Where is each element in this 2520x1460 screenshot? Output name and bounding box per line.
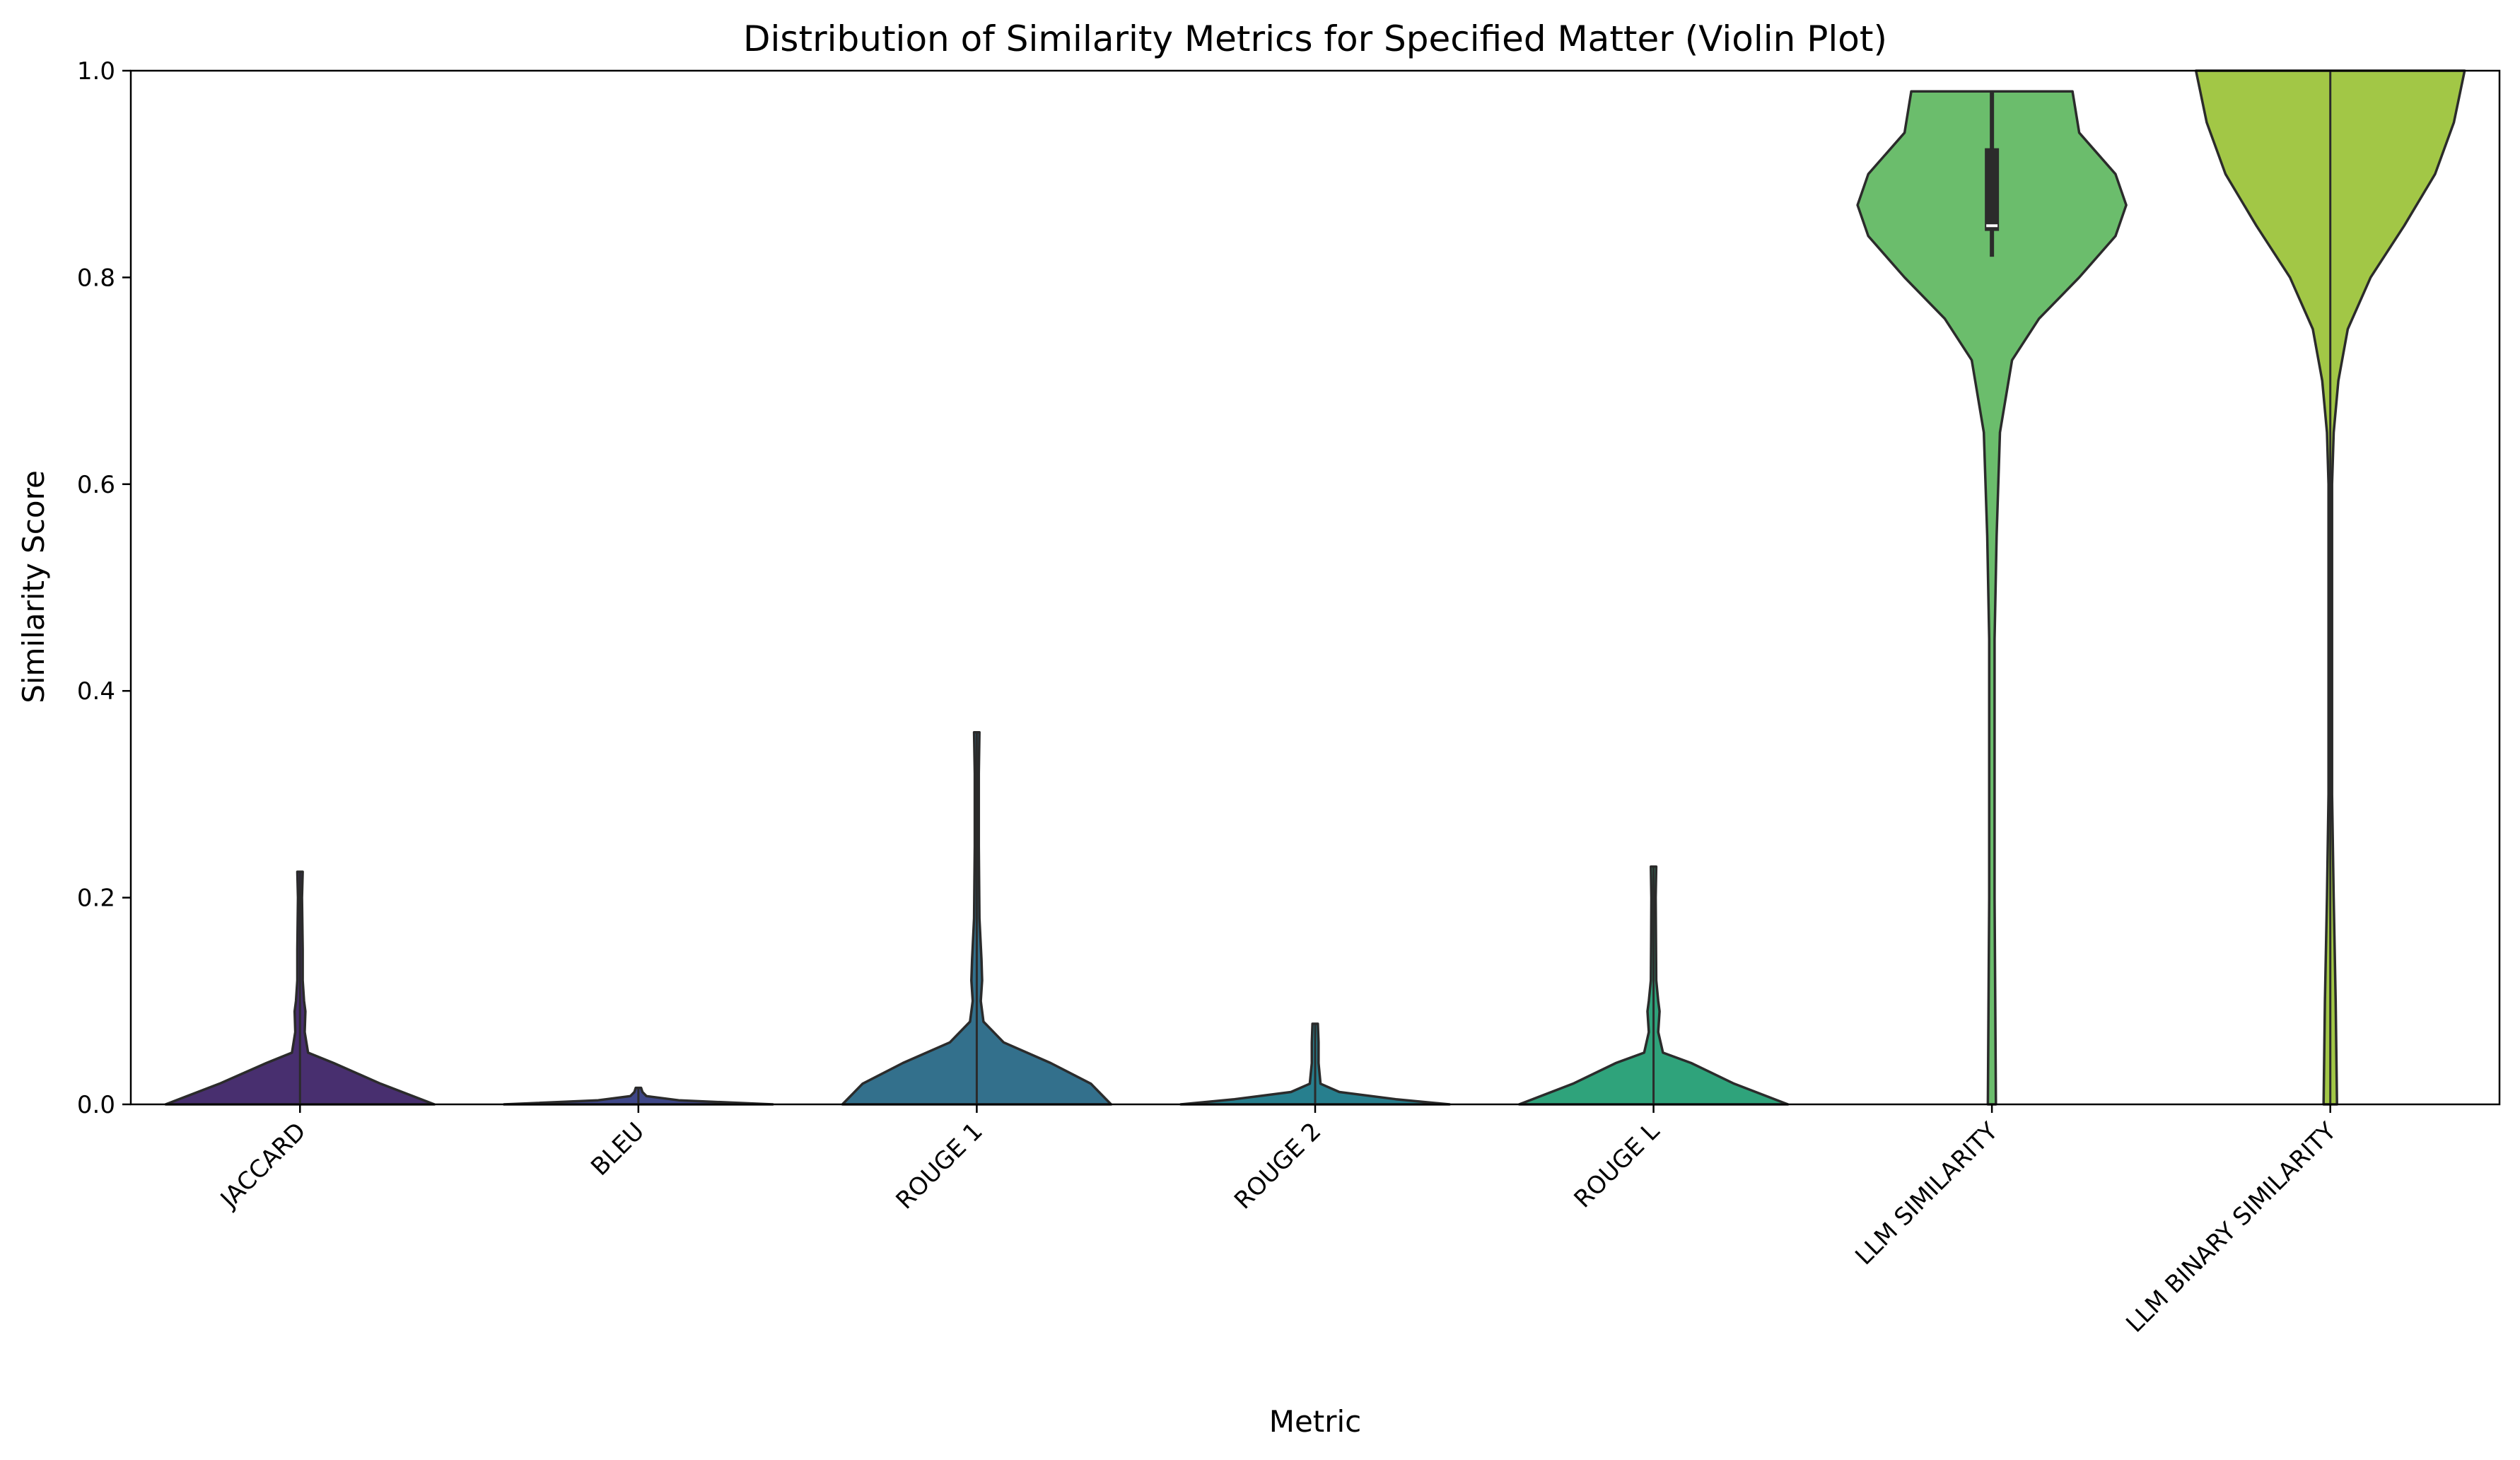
y-tick-label: 0.4 bbox=[77, 677, 115, 706]
plot-frame bbox=[129, 69, 2501, 1106]
violin-llm-similarity bbox=[1856, 90, 2128, 1106]
y-tick-label: 0.0 bbox=[77, 1091, 115, 1119]
y-tick-label: 0.8 bbox=[77, 264, 115, 292]
y-tick-label: 1.0 bbox=[77, 57, 115, 86]
iqr-box bbox=[1985, 148, 2000, 231]
chart-title: Distribution of Similarity Metrics for S… bbox=[743, 18, 1887, 59]
y-tick-label: 0.2 bbox=[77, 884, 115, 913]
y-ticks: 0.0 0.2 0.4 0.6 0.8 1.0 bbox=[77, 57, 131, 1119]
y-tick-label: 0.6 bbox=[77, 471, 115, 499]
x-axis-title: Metric bbox=[1269, 1404, 1362, 1439]
y-axis-title: Similarity Score bbox=[16, 470, 51, 703]
